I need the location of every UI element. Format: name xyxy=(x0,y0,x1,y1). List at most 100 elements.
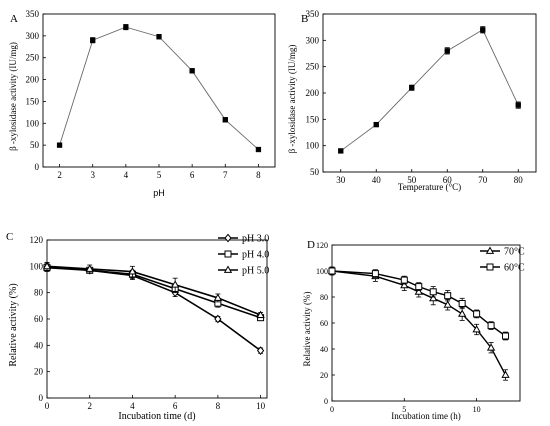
y-tick-label: 40 xyxy=(320,345,328,354)
data-point xyxy=(501,370,510,378)
series-1 xyxy=(56,24,262,153)
data-point xyxy=(429,293,438,302)
chart-panel-b: B 50 100 150 200 250 300 350 30 40 50 60 70 80 Tempera… xyxy=(287,9,537,192)
data-point xyxy=(255,146,262,153)
data-point xyxy=(338,148,344,154)
data-point xyxy=(443,300,452,308)
data-point xyxy=(457,309,467,317)
y-tick-label: 120 xyxy=(316,241,328,250)
x-tick-label: 2 xyxy=(57,170,62,180)
x-axis-label: Temperature (°C) xyxy=(398,182,461,192)
data-point xyxy=(409,85,415,91)
data-point xyxy=(415,283,423,291)
data-point xyxy=(444,292,452,300)
legend-swatch-marker xyxy=(224,233,232,243)
panel-label: C xyxy=(6,231,13,243)
y-tick-label: 350 xyxy=(306,9,320,19)
y-tick-label: 40 xyxy=(34,340,44,350)
data-point xyxy=(400,280,409,289)
x-tick-label: 10 xyxy=(473,405,481,414)
series-1 xyxy=(338,26,521,154)
y-tick-label: 0 xyxy=(324,397,328,406)
data-point xyxy=(170,280,180,288)
x-tick-label: 40 xyxy=(372,175,382,185)
x-tick-label: 5 xyxy=(157,170,162,180)
legend-label: pH 5.0 xyxy=(242,266,269,277)
series-line xyxy=(331,270,506,337)
data-point xyxy=(222,117,228,123)
x-tick-label: 3 xyxy=(90,170,95,180)
x-tick-label: 5 xyxy=(402,405,406,414)
data-point xyxy=(123,24,129,30)
data-point xyxy=(214,314,222,324)
data-point xyxy=(472,325,481,333)
chart-panel-a: A 0 50 100 150 200 250 300 350 2 3 4 5 6 7 8 pH β -xylosi… xyxy=(8,9,276,198)
data-point xyxy=(473,310,481,318)
x-axis-label: Incubation time (d) xyxy=(118,411,195,422)
y-tick-label: 300 xyxy=(26,31,40,41)
series-line xyxy=(340,29,519,152)
y-tick-label: 80 xyxy=(34,288,44,298)
x-axis-label: pH xyxy=(153,188,165,198)
y-tick-label: 20 xyxy=(320,371,328,380)
data-point xyxy=(56,142,63,148)
series-line xyxy=(46,265,261,316)
data-point xyxy=(90,37,96,43)
x-tick-label: 80 xyxy=(514,175,524,185)
data-point xyxy=(502,332,510,340)
data-point xyxy=(414,287,423,295)
chart-panel-d: D 0 20 40 60 80 100 120 0 5 10 Incubation time (h) R… xyxy=(302,239,525,421)
x-tick-label: 10 xyxy=(256,401,266,411)
panel-label: A xyxy=(10,13,18,25)
data-point xyxy=(480,27,486,33)
y-axis-label: Relative activity (%) xyxy=(302,292,312,367)
data-point xyxy=(156,34,162,40)
x-tick-label: 6 xyxy=(190,170,195,180)
x-tick-label: 4 xyxy=(124,170,129,180)
legend-label: pH 4.0 xyxy=(242,250,269,261)
legend-swatch-marker xyxy=(223,265,233,273)
y-tick-label: 80 xyxy=(320,293,328,302)
y-tick-label: 150 xyxy=(26,96,40,106)
y-tick-label: 0 xyxy=(35,162,40,172)
y-tick-label: 20 xyxy=(34,367,44,377)
data-point xyxy=(189,68,195,74)
data-point xyxy=(429,288,437,296)
y-tick-label: 50 xyxy=(30,140,40,150)
legend-swatch-marker xyxy=(486,263,494,271)
y-tick-label: 100 xyxy=(30,261,44,271)
data-point xyxy=(85,264,94,272)
y-tick-label: 200 xyxy=(306,88,320,98)
data-point xyxy=(42,261,52,270)
panel-label: D xyxy=(307,239,315,251)
x-tick-label: 0 xyxy=(330,405,334,414)
x-axis-label: Incubation time (h) xyxy=(391,411,460,421)
legend-label: pH 3.0 xyxy=(242,234,269,245)
x-tick-label: 0 xyxy=(45,401,50,411)
y-axis-label: β -xylosidase activity (IU/mg) xyxy=(8,42,18,151)
data-point xyxy=(256,310,265,318)
series-line xyxy=(59,26,259,150)
data-point xyxy=(373,121,379,128)
data-point xyxy=(458,300,466,307)
chart-panel-c: C 0 20 40 60 80 100 120 0 2 4 6 8 10 Incubation time (… xyxy=(6,231,269,422)
y-tick-label: 60 xyxy=(320,319,328,328)
y-tick-label: 350 xyxy=(26,9,40,19)
legend-swatch-marker xyxy=(224,250,232,258)
x-tick-label: 8 xyxy=(216,401,221,411)
data-point xyxy=(444,48,450,54)
y-tick-label: 100 xyxy=(306,141,320,151)
x-tick-label: 60 xyxy=(443,175,453,185)
y-tick-label: 250 xyxy=(306,62,320,72)
legend-swatch-marker xyxy=(485,246,495,254)
x-tick-label: 70 xyxy=(478,175,488,185)
legend-label: 60°C xyxy=(504,263,525,274)
x-tick-label: 50 xyxy=(407,175,417,185)
y-tick-label: 150 xyxy=(306,114,320,124)
series-ph-5-0 xyxy=(42,261,265,319)
x-tick-label: 8 xyxy=(256,170,261,180)
plot-frame xyxy=(322,13,537,173)
data-point xyxy=(515,102,521,108)
y-tick-label: 0 xyxy=(39,393,44,403)
